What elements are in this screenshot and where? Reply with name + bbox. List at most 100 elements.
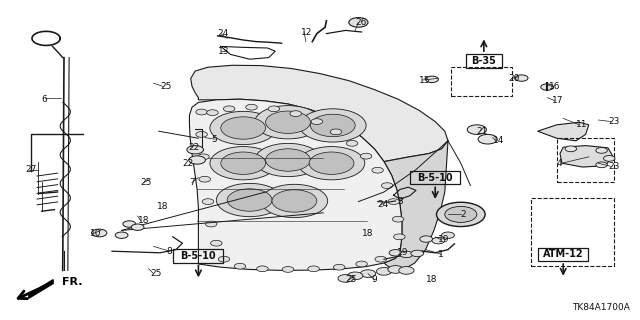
Text: 22: 22	[189, 143, 200, 152]
Text: 18: 18	[426, 276, 437, 284]
Text: 10: 10	[90, 229, 101, 238]
Circle shape	[360, 270, 376, 277]
Text: 17: 17	[552, 96, 563, 105]
Circle shape	[211, 240, 222, 246]
Circle shape	[394, 234, 405, 240]
Circle shape	[310, 114, 355, 137]
Text: 25: 25	[141, 178, 152, 187]
Text: 27: 27	[26, 165, 37, 174]
Text: 24: 24	[378, 200, 389, 209]
Circle shape	[234, 263, 246, 269]
Polygon shape	[560, 146, 613, 167]
Circle shape	[255, 106, 321, 139]
Circle shape	[261, 184, 328, 218]
Text: 5: 5	[211, 135, 217, 144]
Circle shape	[216, 183, 283, 217]
Text: 26: 26	[355, 18, 367, 27]
Circle shape	[123, 221, 136, 227]
Circle shape	[400, 251, 413, 258]
Circle shape	[257, 266, 268, 272]
Text: 23: 23	[608, 162, 620, 171]
Circle shape	[349, 18, 368, 27]
Circle shape	[565, 146, 577, 152]
Circle shape	[221, 152, 266, 174]
Circle shape	[223, 106, 235, 112]
Text: 22: 22	[182, 159, 194, 168]
Circle shape	[255, 143, 321, 177]
Text: 19: 19	[438, 236, 450, 244]
Text: 16: 16	[549, 82, 561, 91]
Circle shape	[515, 75, 528, 81]
Circle shape	[266, 111, 310, 133]
Circle shape	[202, 199, 214, 204]
Circle shape	[445, 206, 477, 222]
Text: 20: 20	[509, 74, 520, 83]
Text: 18: 18	[138, 216, 149, 225]
Circle shape	[115, 232, 128, 238]
Text: 25: 25	[346, 276, 357, 284]
Bar	[557, 138, 614, 182]
Circle shape	[432, 237, 445, 244]
Circle shape	[198, 154, 209, 160]
Circle shape	[311, 119, 323, 124]
Circle shape	[596, 148, 607, 153]
Bar	[466, 54, 502, 68]
Circle shape	[426, 76, 438, 83]
Circle shape	[399, 267, 414, 274]
Text: 13: 13	[218, 47, 229, 56]
Polygon shape	[384, 141, 448, 270]
Text: 18: 18	[362, 229, 373, 238]
Circle shape	[218, 256, 230, 262]
Circle shape	[604, 156, 615, 161]
Circle shape	[189, 156, 205, 164]
Text: TK84A1700A: TK84A1700A	[573, 303, 630, 312]
Circle shape	[388, 266, 403, 273]
Circle shape	[467, 125, 486, 134]
Text: 19: 19	[397, 248, 408, 257]
Circle shape	[199, 176, 211, 182]
Circle shape	[381, 183, 393, 188]
Text: 15: 15	[419, 76, 431, 84]
Circle shape	[272, 190, 317, 212]
Text: 1: 1	[438, 250, 444, 259]
Circle shape	[308, 266, 319, 272]
Circle shape	[210, 111, 276, 145]
Circle shape	[596, 162, 607, 168]
Circle shape	[309, 152, 354, 174]
Bar	[451, 67, 512, 96]
Circle shape	[478, 134, 497, 144]
Circle shape	[392, 216, 404, 222]
Circle shape	[92, 229, 107, 237]
Circle shape	[375, 256, 387, 262]
Circle shape	[356, 261, 367, 267]
Circle shape	[131, 224, 144, 230]
Circle shape	[298, 147, 365, 180]
Circle shape	[420, 236, 433, 242]
Text: 23: 23	[608, 117, 620, 126]
Text: ATM-12: ATM-12	[543, 249, 584, 260]
Circle shape	[221, 117, 266, 139]
Circle shape	[205, 221, 217, 227]
Text: 24: 24	[218, 29, 229, 38]
Text: 9: 9	[371, 276, 377, 284]
Text: 25: 25	[150, 269, 162, 278]
Text: B-5-10: B-5-10	[417, 172, 453, 183]
Circle shape	[372, 167, 383, 173]
Circle shape	[338, 275, 353, 282]
Text: 8: 8	[166, 247, 172, 256]
Bar	[410, 171, 460, 184]
Circle shape	[282, 267, 294, 272]
Bar	[173, 249, 223, 263]
Text: 12: 12	[301, 28, 312, 36]
Circle shape	[268, 106, 280, 112]
Bar	[531, 198, 614, 266]
Polygon shape	[538, 122, 589, 141]
Circle shape	[227, 189, 272, 211]
Text: FR.: FR.	[62, 276, 83, 287]
Circle shape	[442, 232, 454, 238]
Circle shape	[246, 104, 257, 110]
Circle shape	[210, 147, 276, 180]
Text: 3: 3	[397, 197, 403, 206]
Circle shape	[388, 199, 399, 204]
Polygon shape	[191, 65, 448, 162]
